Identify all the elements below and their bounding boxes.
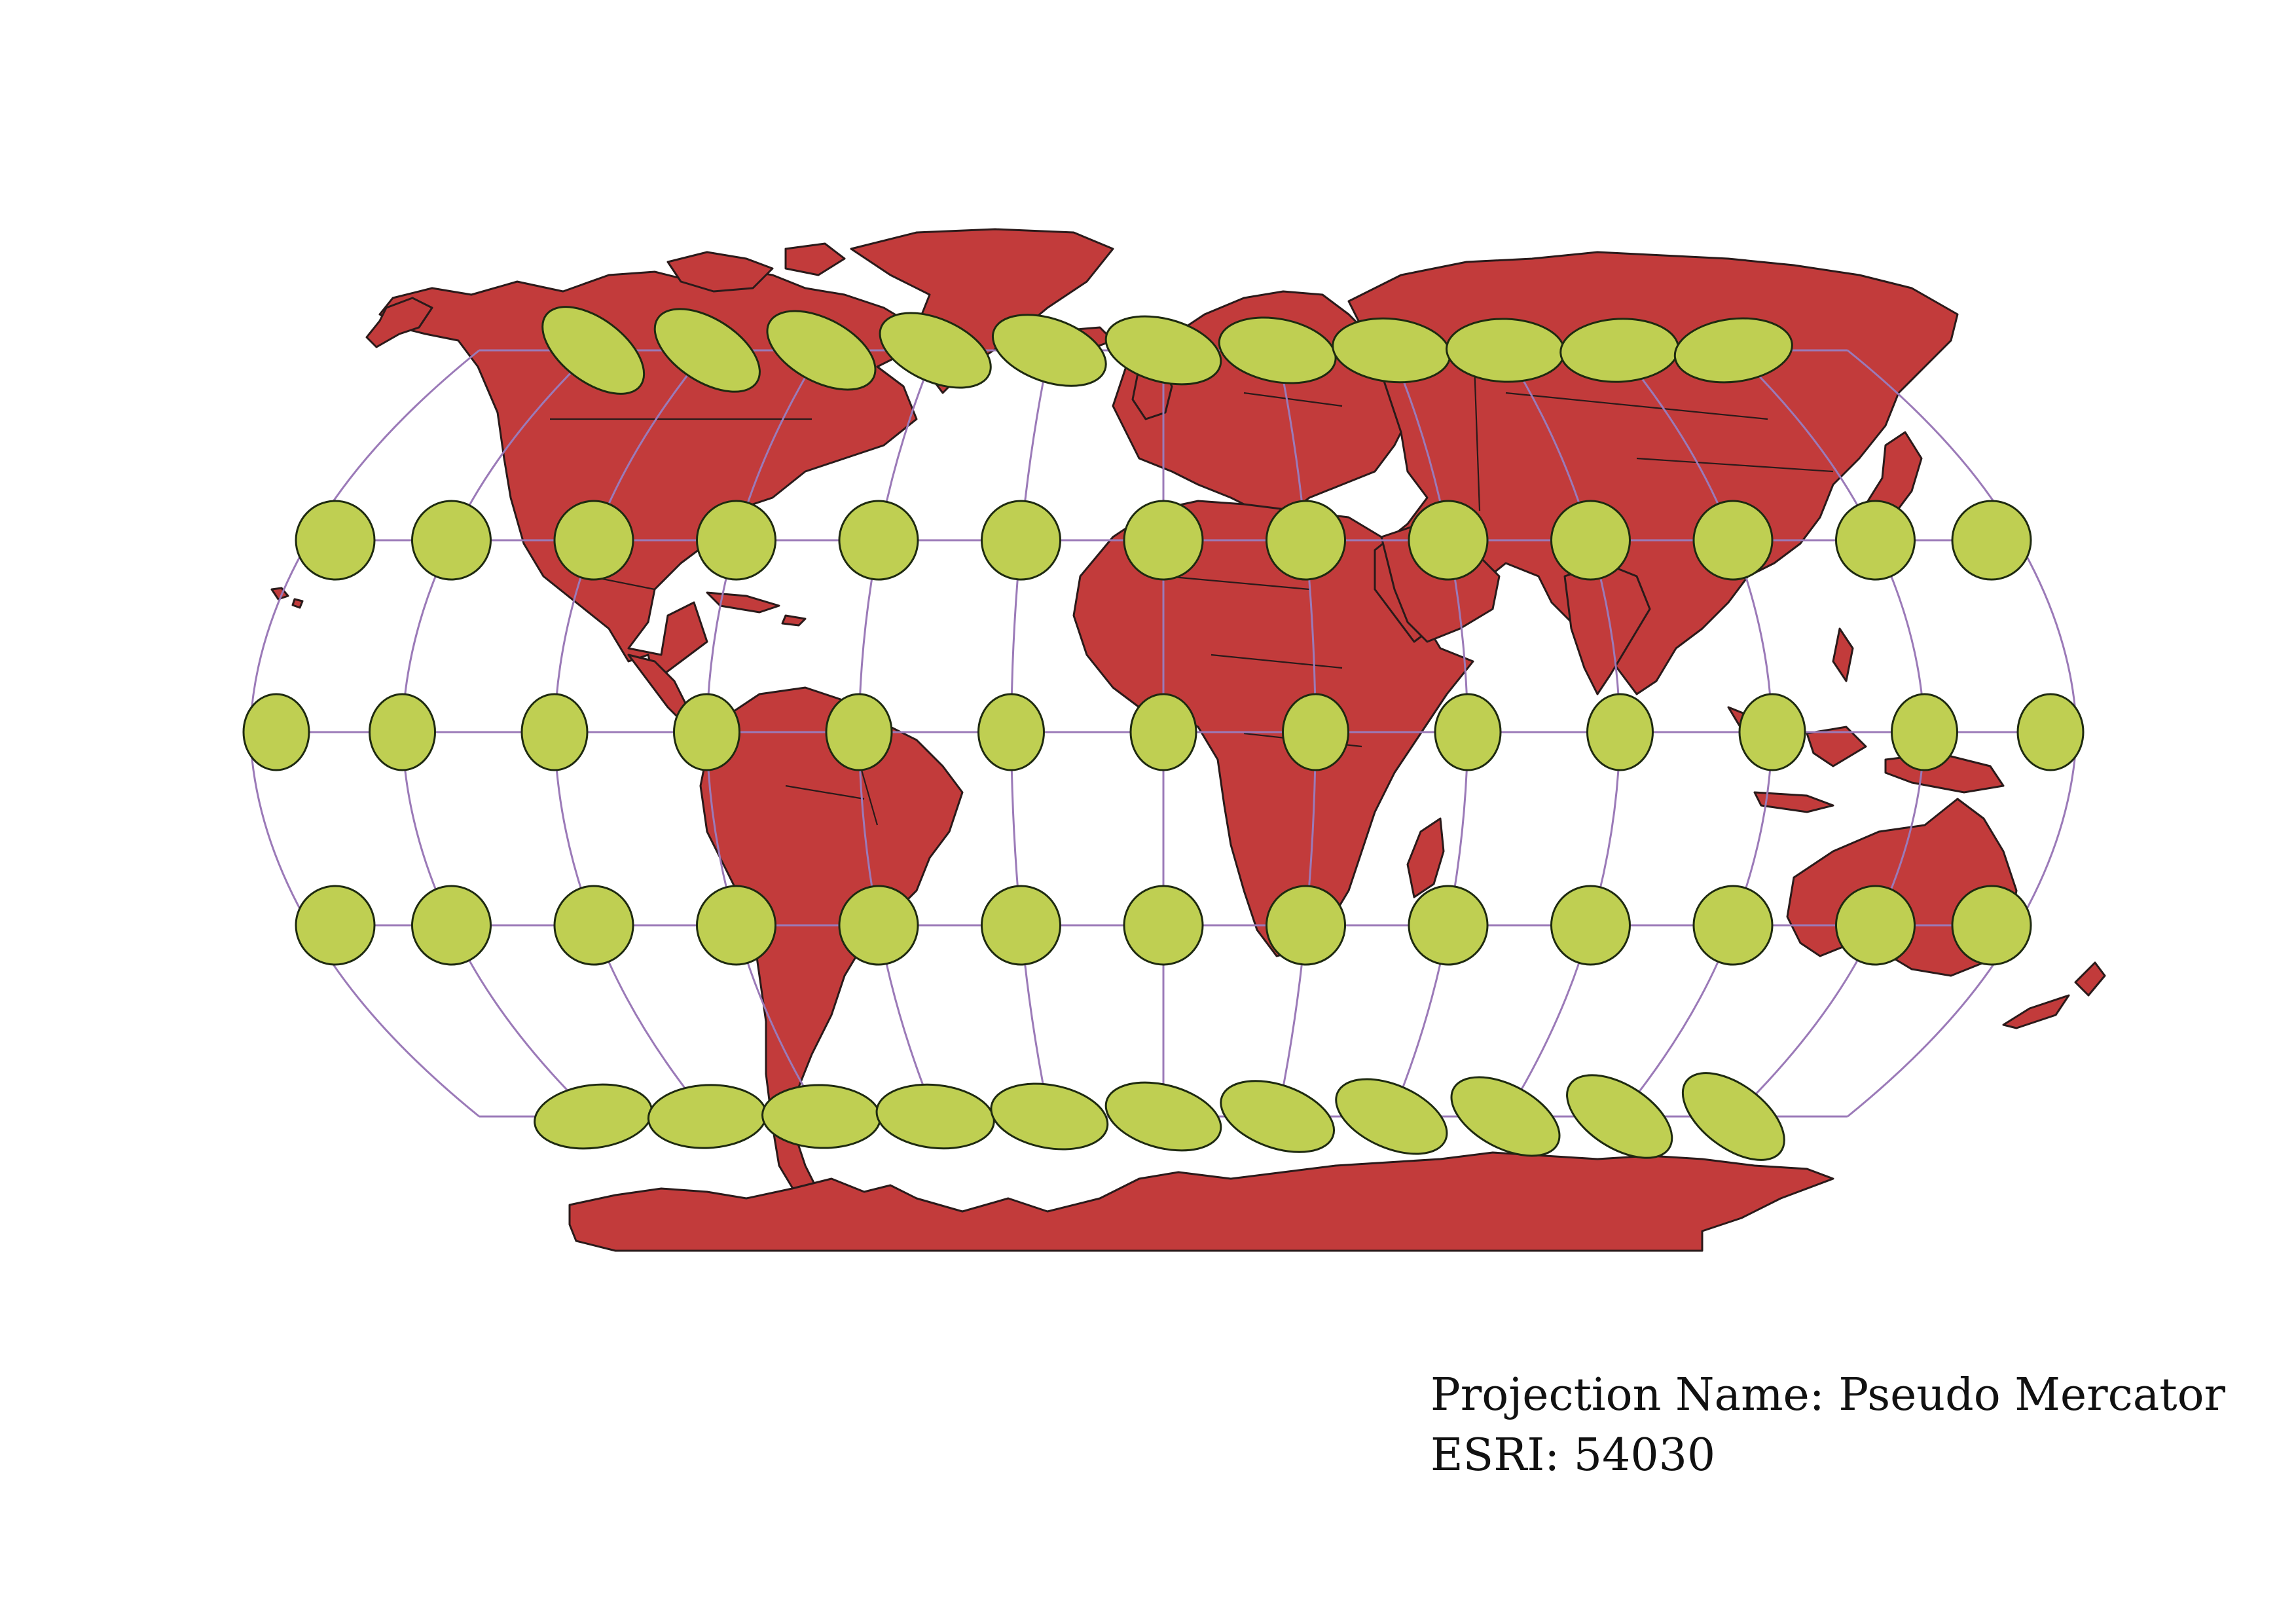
- tissot-indicatrix: [696, 885, 776, 966]
- tissot-indicatrix: [647, 1084, 767, 1149]
- land-caribbean: [706, 591, 807, 627]
- tissot-indicatrix: [1218, 316, 1337, 384]
- tissot-indicatrices: [242, 306, 2085, 1161]
- tissot-indicatrix: [1408, 500, 1489, 581]
- tissot-indicatrix: [1104, 1081, 1222, 1152]
- tissot-indicatrix: [1835, 885, 1916, 966]
- tissot-indicatrix: [1335, 1078, 1448, 1155]
- tissot-indicatrix: [1681, 1072, 1785, 1161]
- tissot-indicatrix: [1123, 500, 1204, 581]
- land-madagascar: [1406, 817, 1445, 898]
- tissot-indicatrix: [2016, 693, 2085, 771]
- tissot-indicatrix: [1566, 1074, 1673, 1159]
- tissot-indicatrix: [1282, 693, 1349, 771]
- tissot-indicatrix: [879, 312, 992, 389]
- tissot-indicatrix: [875, 1083, 995, 1150]
- tissot-indicatrix: [1266, 885, 1346, 966]
- tissot-indicatrix: [411, 885, 492, 966]
- tissot-indicatrix: [653, 308, 761, 393]
- projection-name-label: Projection Name: Pseudo Mercator: [1430, 1369, 2226, 1421]
- tissot-indicatrix: [991, 314, 1107, 387]
- tissot-indicatrix: [1434, 693, 1502, 771]
- tissot-indicatrix: [1835, 500, 1916, 581]
- tissot-indicatrix: [1550, 500, 1631, 581]
- tissot-indicatrix: [1891, 693, 1958, 771]
- land-new-zealand: [2002, 961, 2106, 1029]
- tissot-indicatrix: [553, 500, 634, 581]
- tissot-indicatrix: [242, 693, 310, 771]
- tissot-indicatrix: [1450, 1076, 1561, 1157]
- tissot-indicatrix: [534, 1083, 653, 1150]
- tissot-indicatrix: [766, 310, 877, 391]
- tissot-indicatrix: [1951, 500, 2032, 581]
- land-hawaii: [270, 587, 304, 609]
- tissot-indicatrix: [838, 500, 919, 581]
- tissot-indicatrix: [696, 500, 776, 581]
- tissot-indicatrix: [520, 693, 589, 771]
- tissot-indicatrix: [541, 306, 646, 395]
- tissot-indicatrix: [1123, 885, 1204, 966]
- tissot-indicatrix: [1220, 1080, 1336, 1153]
- tissot-indicatrix: [1951, 885, 2032, 966]
- esri-code-label: ESRI: 54030: [1430, 1430, 1716, 1481]
- tissot-indicatrix: [825, 693, 893, 771]
- tissot-indicatrix: [981, 500, 1061, 581]
- tissot-indicatrix: [977, 693, 1045, 771]
- tissot-indicatrix: [1692, 500, 1774, 581]
- tissot-indicatrix: [411, 500, 492, 581]
- tissot-indicatrix: [1104, 315, 1222, 386]
- tissot-indicatrix: [295, 885, 376, 966]
- tissot-indicatrix: [1550, 885, 1631, 966]
- land-arctic-islands: [666, 242, 846, 293]
- tissot-indicatrix: [295, 500, 376, 581]
- tissot-indicatrix: [1738, 693, 1806, 771]
- land-india: [1563, 562, 1651, 695]
- tissot-indicatrix: [1129, 693, 1197, 771]
- tissot-indicatrix: [673, 693, 740, 771]
- tissot-indicatrix: [981, 885, 1061, 966]
- tissot-indicatrix: [553, 885, 634, 966]
- tissot-indicatrix: [1266, 500, 1346, 581]
- land-alaska-west: [365, 297, 433, 348]
- tissot-indicatrix: [1586, 693, 1654, 771]
- tissot-indicatrix: [838, 885, 919, 966]
- land-antarctica: [568, 1151, 1834, 1252]
- map-caption: Projection Name: Pseudo Mercator ESRI: 5…: [1430, 1365, 2225, 1486]
- tissot-indicatrix: [1692, 885, 1774, 966]
- tissot-indicatrix: [990, 1082, 1109, 1151]
- tissot-indicatrix: [1673, 317, 1793, 384]
- tissot-indicatrix: [1408, 885, 1489, 966]
- tissot-indicatrix: [369, 693, 436, 771]
